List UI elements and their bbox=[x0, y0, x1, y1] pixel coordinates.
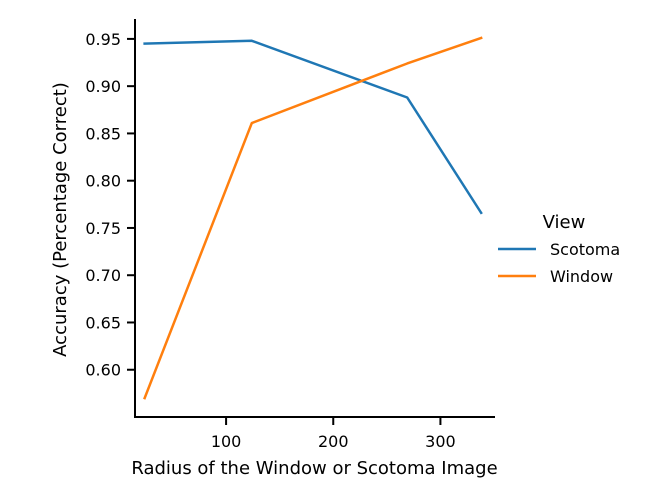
y-tick-label: 0.85 bbox=[85, 124, 121, 143]
legend: View Scotoma Window bbox=[498, 212, 620, 286]
plot-area bbox=[143, 36, 483, 400]
x-axis-label: Radius of the Window or Scotoma Image bbox=[131, 458, 497, 479]
series-line-window bbox=[143, 36, 483, 400]
y-tick-label: 0.75 bbox=[85, 219, 121, 238]
y-tick-label: 0.95 bbox=[85, 30, 121, 49]
y-tick-label: 0.90 bbox=[85, 77, 121, 96]
y-tick-label: 0.60 bbox=[85, 361, 121, 380]
y-axis-label: Accuracy (Percentage Correct) bbox=[50, 82, 71, 357]
x-tick-label: 200 bbox=[318, 432, 349, 451]
legend-label-scotoma: Scotoma bbox=[550, 240, 620, 259]
legend-title: View bbox=[543, 212, 586, 233]
y-tick-label: 0.70 bbox=[85, 266, 121, 285]
axis-labels: Radius of the Window or Scotoma Image Ac… bbox=[50, 82, 498, 479]
legend-label-window: Window bbox=[550, 267, 613, 286]
x-tick-label: 300 bbox=[425, 432, 456, 451]
series-line-scotoma bbox=[143, 39, 483, 215]
y-tick-label: 0.80 bbox=[85, 172, 121, 191]
axes: 0.60 0.65 0.70 0.75 0.80 0.85 0.90 0.95 100 200 30… bbox=[85, 19, 495, 451]
x-tick-label: 100 bbox=[211, 432, 242, 451]
y-tick-label: 0.65 bbox=[85, 313, 121, 332]
